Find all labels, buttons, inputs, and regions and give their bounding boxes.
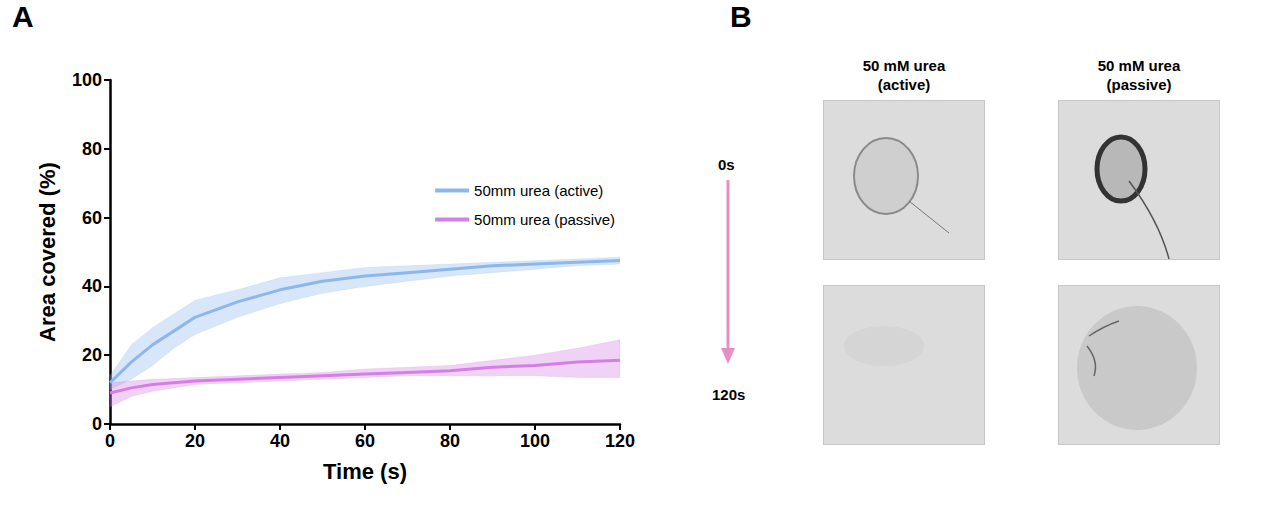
svg-text:20: 20: [185, 431, 205, 451]
svg-text:100: 100: [520, 431, 550, 451]
svg-text:0: 0: [92, 414, 102, 434]
svg-text:120: 120: [605, 431, 635, 451]
html-text:50 mM urea (passive): 50 mM urea (passive): [1097, 57, 1181, 93]
html-text:120s: 120s: [712, 386, 746, 403]
html-text:A: A: [12, 0, 34, 33]
html-text:0s: 0s: [718, 156, 735, 173]
svg-text:20: 20: [82, 345, 102, 365]
svg-text:40: 40: [82, 276, 102, 296]
svg-text:80: 80: [440, 431, 460, 451]
svg-text:0: 0: [105, 431, 115, 451]
html-text:B: B: [730, 0, 752, 33]
svg-text:40: 40: [270, 431, 290, 451]
svg-text:Area covered (%): Area covered (%): [35, 162, 60, 342]
svg-text:100: 100: [72, 70, 102, 90]
svg-text:60: 60: [82, 208, 102, 228]
svg-text:50mm urea (active): 50mm urea (active): [474, 182, 603, 199]
svg-text:Time (s): Time (s): [323, 459, 407, 484]
svg-text:60: 60: [355, 431, 375, 451]
svg-text:50mm urea (passive): 50mm urea (passive): [474, 211, 615, 228]
svg-text:80: 80: [82, 139, 102, 159]
html-text:50 mM urea (active): 50 mM urea (active): [862, 57, 946, 93]
